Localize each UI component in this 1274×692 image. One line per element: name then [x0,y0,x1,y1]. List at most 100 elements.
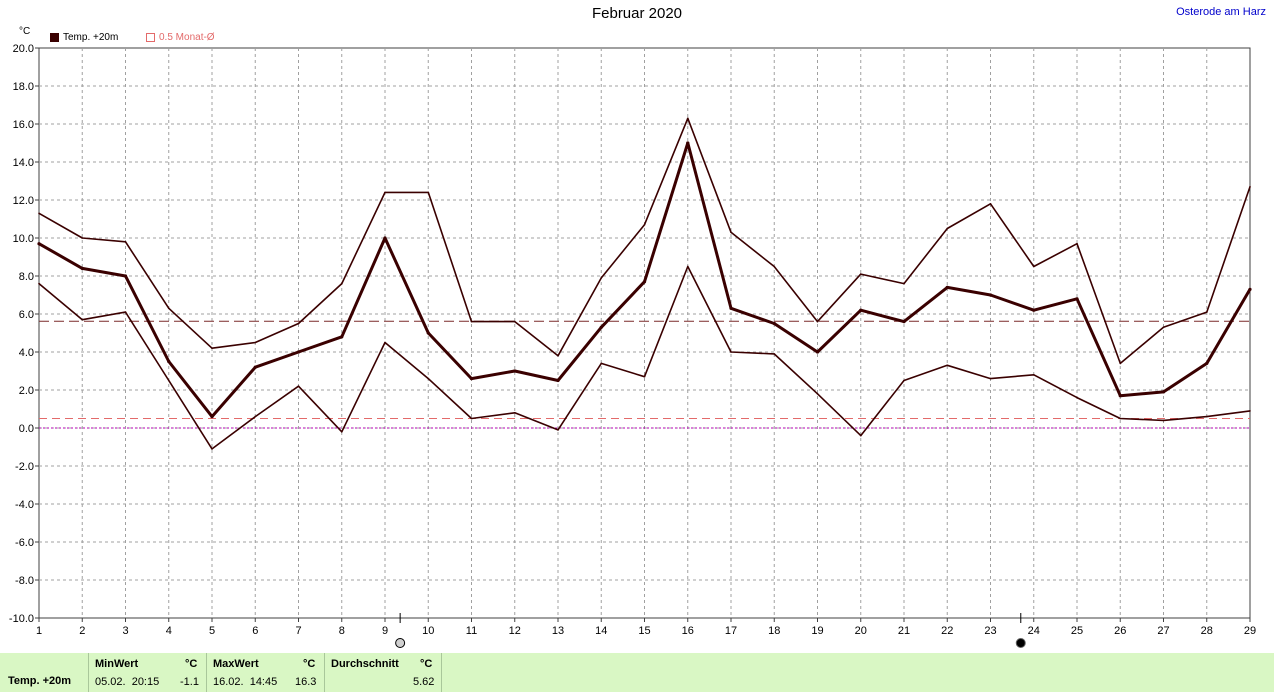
stats-series-cell: Temp. +20m [0,653,89,692]
data-point-max [946,227,949,230]
data-point-mean [296,350,301,354]
data-point-mean [253,365,257,369]
max-datetime: 16.02. 14:45 [213,676,278,688]
x-tick-label: 28 [1201,625,1213,637]
data-point-mean [1075,297,1079,301]
data-point-max [167,307,170,310]
y-tick-label: -8.0 [15,575,34,587]
x-tick-label: 10 [422,625,434,637]
data-point-mean [1032,308,1036,312]
y-tick-label: 8.0 [19,271,34,283]
data-point-mean [167,359,171,364]
legend-label-temp: Temp. +20m [63,32,119,43]
data-point-mean [556,378,560,383]
data-point-min [167,379,170,382]
data-point-min [1249,410,1251,412]
x-tick-label: 29 [1244,625,1256,637]
data-point-min [600,362,603,365]
x-tick-label: 18 [768,625,780,637]
data-point-max [470,320,473,323]
legend-item-monthly-avg: 0.5 Monat-Ø [146,32,215,43]
data-point-max [1205,311,1208,313]
min-unit: °C [185,658,198,670]
x-tick-label: 21 [898,625,910,637]
data-point-min [1119,417,1122,420]
data-point-mean [686,141,690,145]
x-tick-label: 16 [682,625,694,637]
data-point-max [124,241,127,243]
y-tick-label: 16.0 [13,119,34,131]
data-point-mean [772,321,776,326]
data-point-max [81,237,84,239]
data-point-max [1249,185,1251,188]
x-tick-label: 6 [252,625,258,637]
data-point-max [1032,265,1035,268]
data-point-min [989,377,992,380]
y-tick-label: 6.0 [19,309,34,321]
legend-label-monthly-avg: 0.5 Monat-Ø [159,32,215,43]
data-point-max [211,347,213,350]
data-point-max [859,273,862,275]
data-point-mean [1205,361,1209,365]
data-point-min [1162,419,1165,422]
y-tick-label: 20.0 [13,43,34,55]
data-point-mean [340,335,344,339]
y-tick-label: 14.0 [13,157,34,169]
data-point-min [773,353,776,355]
data-point-min [38,282,40,285]
data-point-max [38,212,40,215]
data-point-min [427,377,430,380]
data-point-mean [383,236,387,240]
data-point-mean [729,306,733,310]
x-tick-label: 23 [984,625,996,637]
location-label: Osterode am Harz [1176,6,1266,18]
data-point-min [859,434,862,437]
data-point-max [730,231,732,234]
x-tick-label: 24 [1028,625,1040,637]
min-header: MinWert [95,658,139,670]
x-tick-label: 9 [382,625,388,637]
data-point-max [989,203,992,205]
x-tick-label: 20 [855,625,867,637]
data-point-min [643,375,646,378]
max-value: 16.3 [295,676,317,688]
min-datetime: 05.02. 20:15 [95,676,160,688]
legend-swatch-temp [50,33,59,42]
data-point-min [816,393,819,395]
y-tick-label: -4.0 [15,499,34,511]
data-point-min [254,415,257,418]
x-tick-label: 7 [295,625,301,637]
x-tick-label: 14 [595,625,607,637]
data-point-mean [426,331,430,335]
data-point-mean [513,369,517,373]
y-tick-label: 0.0 [19,423,34,435]
max-unit: °C [303,658,316,670]
data-point-min [384,341,386,344]
x-tick-label: 3 [122,625,128,637]
data-point-max [600,277,603,279]
data-point-mean [859,308,863,312]
min-value: -1.1 [180,676,199,688]
data-point-min [1205,415,1208,418]
data-point-min [557,429,559,431]
data-point-mean [1161,390,1166,394]
data-point-min [211,448,213,450]
stats-min-cell: MinWert °C 05.02. 20:15 -1.1 [89,653,207,692]
avg-value: 5.62 [413,676,435,688]
data-point-min [730,351,732,353]
legend-item-temp: Temp. +20m [50,32,118,43]
stats-avg-cell: Durchschnitt °C 5.62 [325,653,442,692]
data-point-mean [642,280,647,284]
data-point-max [1162,326,1165,329]
data-point-mean [469,377,474,381]
x-tick-label: 4 [166,625,172,637]
x-tick-label: 11 [466,625,477,637]
data-point-mean [599,325,603,329]
data-point-min [1032,374,1035,376]
data-point-mean [80,266,84,270]
data-point-max [254,341,257,344]
data-point-min [297,385,300,388]
data-point-max [1119,362,1122,365]
x-tick-label: 13 [552,625,564,637]
data-point-max [427,191,430,194]
